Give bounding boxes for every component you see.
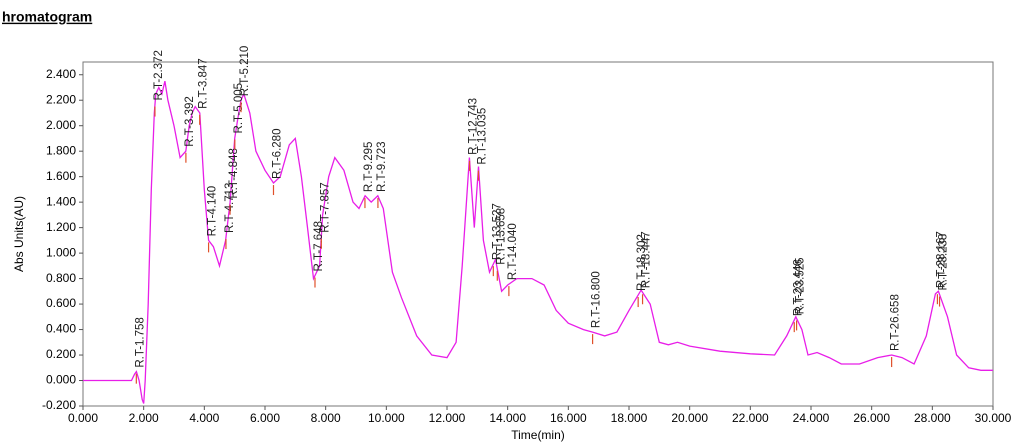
trace: [83, 80, 993, 404]
x-tick-label: 20.000: [671, 411, 708, 425]
peak-label: R.T-13.527: [491, 203, 503, 260]
x-tick-label: 4.000: [189, 411, 219, 425]
peak-label: R.T-26.658: [890, 294, 902, 351]
y-tick-label: 0.400: [46, 322, 76, 336]
x-tick-label: 6.000: [250, 411, 280, 425]
peak-label: R.T-28.238: [938, 234, 950, 291]
x-tick-label: 2.000: [129, 411, 159, 425]
peak-label: R.T-5.210: [239, 46, 251, 97]
peak-label: R.T-13.035: [476, 108, 488, 165]
peak-label: R.T-12.743: [468, 98, 480, 155]
x-tick-label: 8.000: [311, 411, 341, 425]
y-tick-label: 0.800: [46, 271, 76, 285]
peak-label: R.T-9.723: [376, 141, 388, 192]
x-tick-label: 10.000: [368, 411, 405, 425]
x-tick-label: 0.000: [68, 411, 98, 425]
peak-label: R.T-1.758: [134, 317, 146, 368]
peak-label: R.T-28.167: [935, 231, 947, 288]
x-tick-label: 26.000: [853, 411, 890, 425]
x-tick-label: 28.000: [914, 411, 951, 425]
x-tick-label: 12.000: [429, 411, 466, 425]
peak-label: R.T-4.848: [228, 148, 240, 199]
y-tick-label: 1.600: [46, 169, 76, 183]
peak-label: R.T-16.800: [591, 271, 603, 328]
peak-label: R.T-13.658: [495, 208, 507, 265]
y-tick-label: 1.200: [46, 220, 76, 234]
y-axis-label: Abs Units(AU): [12, 196, 26, 272]
chart-title: hromatogram: [2, 9, 92, 25]
peak-label: R.T-6.280: [272, 129, 284, 180]
y-tick-label: 2.200: [46, 92, 76, 106]
peak-label: R.T-3.392: [184, 96, 196, 147]
peak-label: R.T-7.857: [319, 182, 331, 233]
peak-label: R.T-5.005: [233, 83, 245, 134]
plot-frame: [82, 61, 994, 407]
peak-label: R.T-4.140: [207, 186, 219, 237]
peak-label: R.T-3.847: [198, 58, 210, 109]
peak-label: R.T-18.302: [636, 234, 648, 291]
y-tick-label: 0.600: [46, 296, 76, 310]
peak-label: R.T-9.295: [363, 142, 375, 193]
peak-label: R.T-7.648: [313, 221, 325, 272]
x-tick-label: 30.000: [975, 411, 1012, 425]
x-tick-label: 18.000: [611, 411, 648, 425]
y-tick-label: -0.200: [42, 398, 76, 412]
y-tick-label: 1.400: [46, 194, 76, 208]
y-tick-label: 2.400: [46, 67, 76, 81]
x-tick-label: 24.000: [793, 411, 830, 425]
y-tick-label: 0.000: [46, 373, 76, 387]
peak-label: R.T-2.372: [153, 50, 165, 101]
x-tick-label: 16.000: [550, 411, 587, 425]
y-tick-label: 1.800: [46, 143, 76, 157]
peak-label: R.T-23.525: [795, 258, 807, 315]
peak-label: R.T-14.040: [507, 223, 519, 280]
y-tick-label: 0.200: [46, 347, 76, 361]
y-tick-label: 1.000: [46, 245, 76, 259]
y-tick-label: 2.000: [46, 118, 76, 132]
x-tick-label: 14.000: [489, 411, 526, 425]
x-axis-label: Time(min): [511, 428, 565, 442]
peak-label: R.T-23.448: [792, 259, 804, 316]
peak-label: R.T-18.447: [641, 231, 653, 288]
x-tick-label: 22.000: [732, 411, 769, 425]
